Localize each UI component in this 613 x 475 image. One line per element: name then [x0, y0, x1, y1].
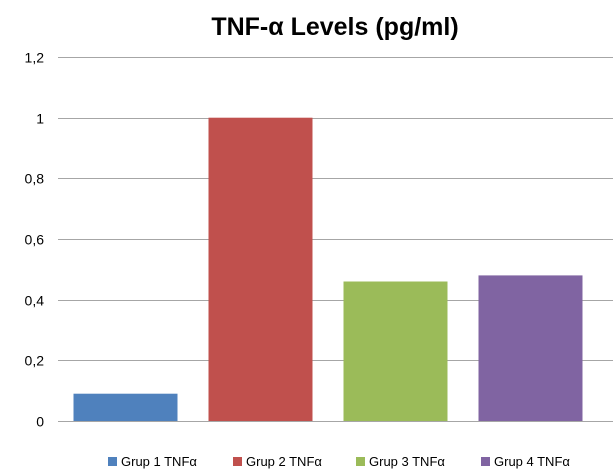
bar: [73, 393, 178, 421]
legend-label: Grup 4 TNFα: [494, 454, 570, 469]
y-tick-label: 0,4: [25, 293, 45, 309]
bar: [478, 275, 583, 421]
chart-title: TNF-α Levels (pg/ml): [211, 13, 458, 41]
y-tick-label: 0,8: [25, 171, 45, 187]
legend-label: Grup 3 TNFα: [369, 454, 445, 469]
legend-label: Grup 2 TNFα: [246, 454, 322, 469]
bar: [343, 281, 448, 421]
legend-swatch: [481, 457, 490, 466]
y-tick-label: 1: [36, 111, 44, 127]
legend-swatch: [108, 457, 117, 466]
y-tick-label: 1,2: [25, 50, 45, 66]
legend-swatch: [356, 457, 365, 466]
y-tick-label: 0,6: [25, 232, 45, 248]
legend-label: Grup 1 TNFα: [121, 454, 197, 469]
y-tick-label: 0,2: [25, 353, 45, 369]
legend-swatch: [233, 457, 242, 466]
legend: Grup 1 TNFα Grup 2 TNFα Grup 3 TNFα Grup 4 …: [108, 454, 570, 469]
bar: [208, 117, 313, 421]
bars: [73, 117, 583, 421]
y-tick-label: 0: [36, 414, 44, 430]
y-axis-tick-labels: 0 0,2 0,4 0,6 0,8 1 1,2: [25, 50, 45, 430]
gridlines: [58, 57, 613, 422]
